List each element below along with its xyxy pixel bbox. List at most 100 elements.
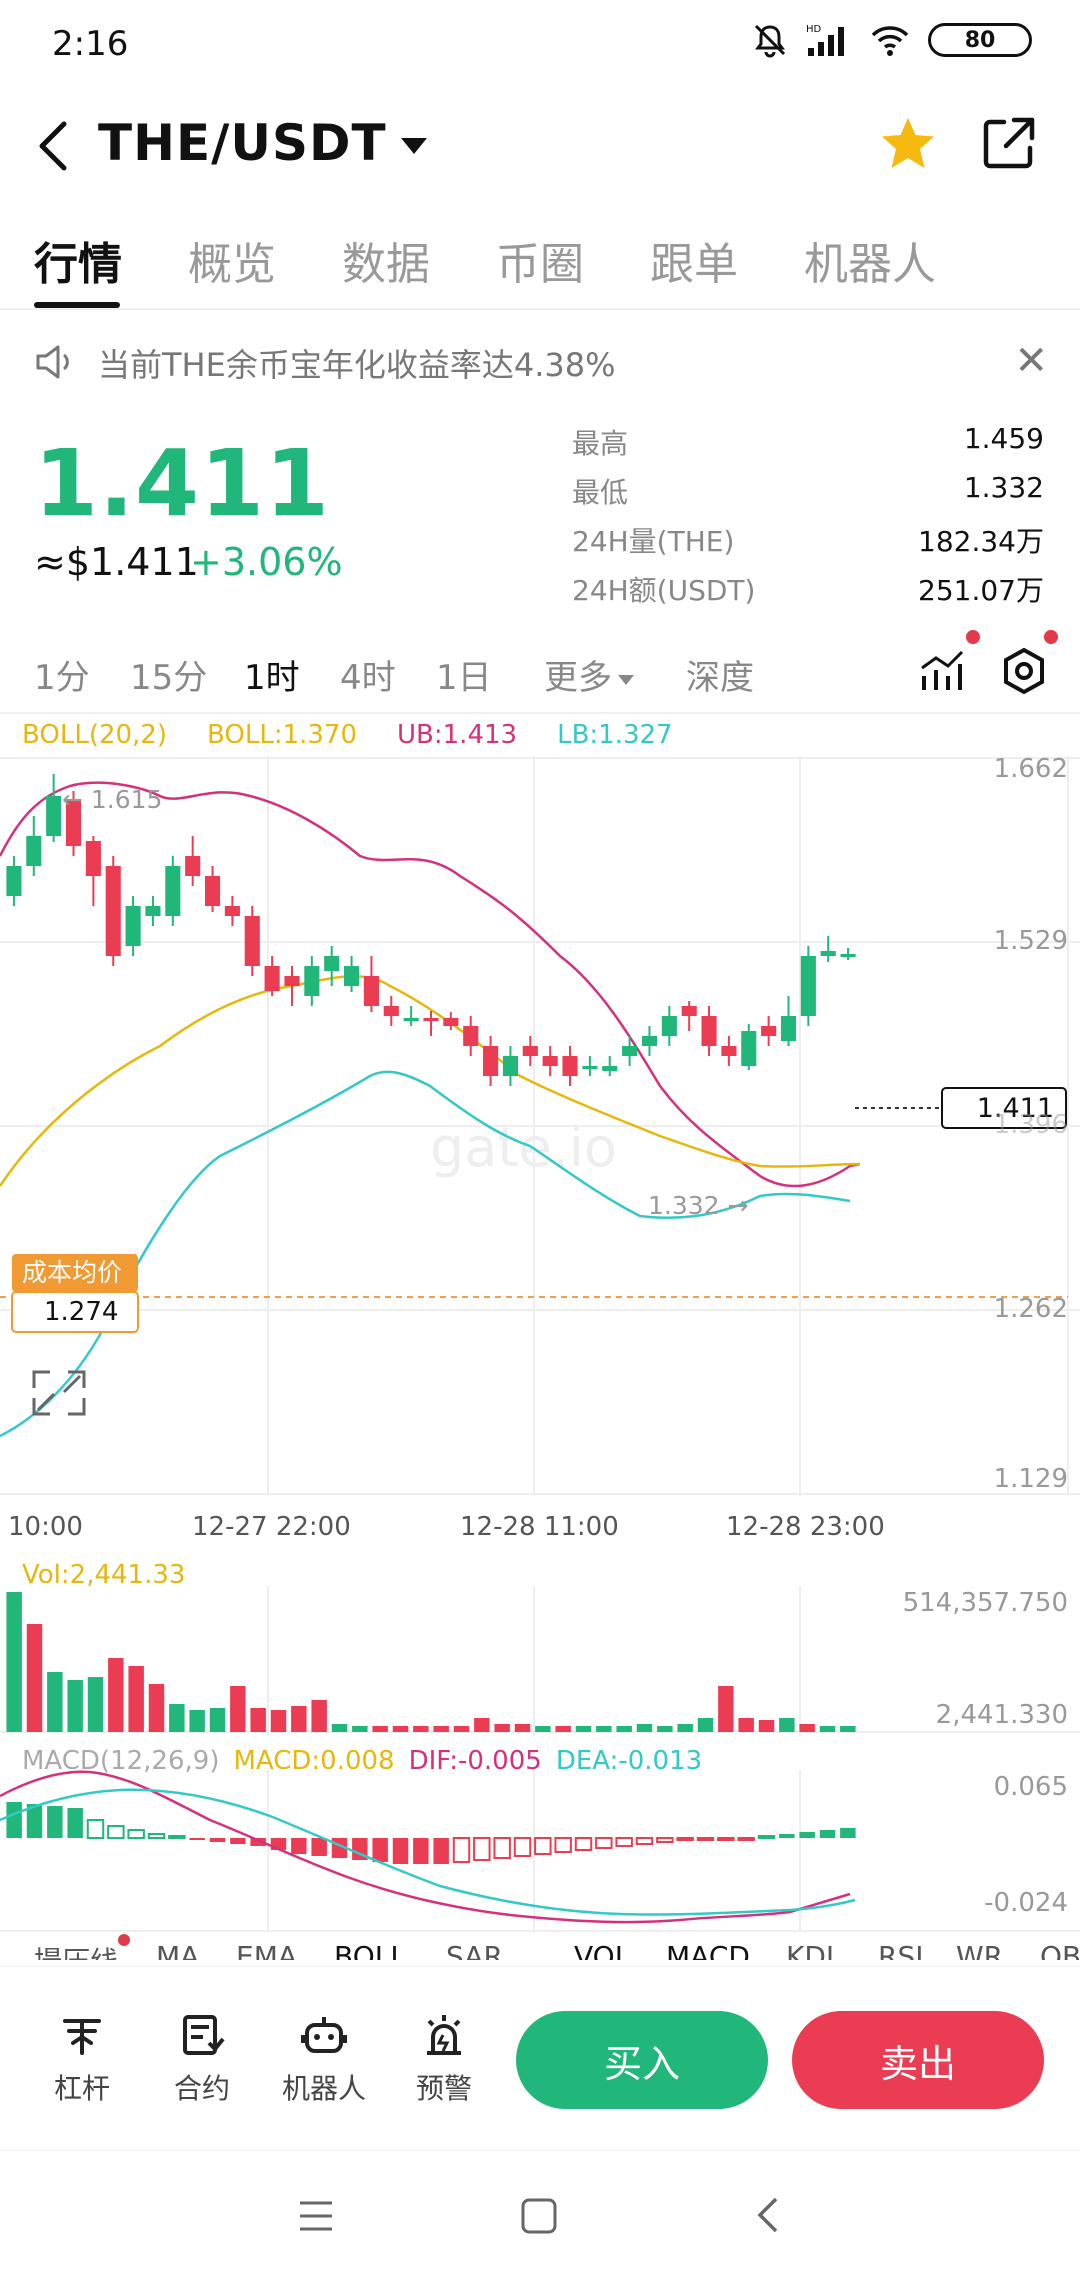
volume-bar [26,1624,43,1732]
futures-button[interactable]: 合约 [152,2013,252,2107]
candle-body [443,1018,459,1026]
speaker-icon [36,345,69,379]
candle-body [284,976,300,986]
indicator-tab[interactable]: BOLL [334,1940,406,1960]
back-arrow-icon[interactable] [30,118,80,174]
period-1m[interactable]: 1分 [34,658,90,698]
chevron-down-icon [400,138,427,154]
volume-bar [148,1684,165,1732]
last-price-label: 1.411 [977,1093,1054,1124]
candle-body [542,1056,558,1066]
low-marker: 1.332 → [648,1191,748,1220]
volume-bar [311,1700,327,1732]
close-icon[interactable]: ✕ [1014,338,1048,384]
tab-data[interactable]: 数据 [342,239,430,290]
indicator-tab[interactable]: MACD [666,1940,750,1960]
volume-bar [453,1726,470,1732]
period-1d[interactable]: 1日 [436,658,492,698]
volume-bar [6,1592,22,1732]
volume-bar [474,1718,490,1732]
buy-button[interactable]: 买入 [516,2011,768,2109]
volume-bar [819,1726,836,1732]
boll-ub: UB:1.413 [397,720,518,750]
period-15m[interactable]: 15分 [130,658,208,698]
candle-body [26,836,42,866]
volume-bar [291,1706,307,1732]
sell-button[interactable]: 卖出 [792,2011,1044,2109]
settings-hex-icon[interactable] [1000,646,1048,696]
boll-legend: BOLL(20,2) BOLL:1.370 UB:1.413 LB:1.327 [22,720,673,750]
expand-icon[interactable] [32,1370,86,1416]
macd-bar [26,1804,43,1838]
more-label: 更多 [544,658,612,698]
back-icon[interactable] [754,2195,780,2235]
boll-params: BOLL(20,2) [22,720,167,750]
volume-bar [331,1724,348,1732]
indicator-tab[interactable]: EMA [236,1940,298,1960]
indicator-tab[interactable]: OBV [1040,1940,1080,1960]
volume-bar [779,1718,795,1732]
y-tick: 1.129 [993,1464,1068,1494]
volume-max: 514,357.750 [902,1588,1068,1618]
leverage-label: 杠杆 [53,2072,110,2105]
period-selector: 1分 15分 1时 4时 1日 更多 深度 [0,630,1080,710]
tab-market[interactable]: 行情 [34,239,122,290]
last-price-tag: 1.411 [941,1087,1067,1129]
dea-value: DEA:-0.013 [555,1746,703,1776]
pair-title: THE/USDT [98,114,387,172]
favorite-star-icon[interactable] [878,114,938,174]
pair-selector[interactable]: THE/USDT [98,114,427,172]
indicator-tab[interactable]: 撮压线 [34,1940,118,1960]
indicator-tab[interactable]: RSI [878,1940,924,1960]
tab-overview[interactable]: 概览 [188,239,276,290]
period-1h[interactable]: 1时 [244,658,300,698]
notice-bar[interactable]: 当前THE余币宝年化收益率达4.38% ✕ [0,330,1080,400]
kline-svg[interactable]: gate.io ← 1.615 1.332 → 成本均价 1.274 1.411 [0,756,1080,1496]
leverage-button[interactable]: 杠杆 [32,2013,132,2107]
share-icon[interactable] [980,114,1038,172]
macd-svg [0,1770,856,1930]
macd-bar [392,1838,409,1864]
alert-button[interactable]: 预警 [394,2013,494,2107]
usd-price: ≈$1.411 [34,540,199,584]
macd-max: 0.065 [993,1772,1068,1802]
indicator-tab[interactable]: KDJ [786,1940,835,1960]
volume-panel: Vol:2,441.33 514,357.750 2,441.330 [0,1556,1080,1736]
period-more[interactable]: 更多 [544,650,634,699]
time-label: 12-27 22:00 [192,1512,351,1542]
macd-bar [493,1837,511,1859]
contract-icon [183,2015,225,2055]
macd-bar [696,1837,715,1841]
candle-body [224,906,240,916]
tab-copy-trade[interactable]: 跟单 [650,239,738,290]
home-icon[interactable] [520,2197,558,2235]
leverage-icon [63,2019,101,2055]
macd-value: MACD:0.008 [233,1746,395,1776]
macd-min: -0.024 [984,1888,1068,1918]
indicator-tab[interactable]: MA [156,1940,200,1960]
time-label: 12-28 23:00 [726,1512,885,1542]
candle-body [363,976,379,1006]
volume-bar [657,1726,673,1732]
kline-chart[interactable]: gate.io ← 1.615 1.332 → 成本均价 1.274 1.411… [0,754,1080,1496]
indicator-chart-icon[interactable] [918,646,966,696]
tab-underline [34,302,120,308]
tab-community[interactable]: 币圈 [496,239,584,290]
indicator-tab[interactable]: VOL [574,1940,631,1960]
indicator-tab[interactable]: WR [956,1940,1004,1960]
volume-bar [535,1726,551,1732]
indicator-tab[interactable]: SAR [446,1940,503,1960]
macd-bar [47,1806,63,1838]
volume-bar [636,1724,653,1732]
depth-tab[interactable]: 深度 [686,658,754,698]
macd-bar [107,1825,125,1839]
y-tick: 1.662 [993,754,1068,784]
status-icons: HD 80 [752,22,1032,58]
candle-body [840,954,856,957]
stat-high-value: 1.459 [963,422,1044,455]
bot-button[interactable]: 机器人 [274,2013,374,2107]
candle-body [244,916,260,966]
menu-icon[interactable] [298,2199,334,2233]
period-4h[interactable]: 4时 [340,658,396,698]
tab-bot[interactable]: 机器人 [804,239,936,290]
